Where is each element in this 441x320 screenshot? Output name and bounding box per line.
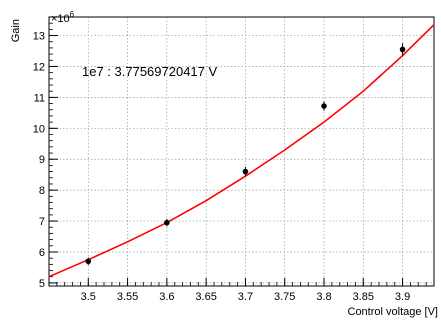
- y-tick-label: 7: [39, 216, 45, 228]
- fit-annotation: 1e7 : 3.77569720417 V: [82, 64, 218, 79]
- data-point: [399, 46, 406, 53]
- grid: [49, 17, 434, 286]
- y-tick-label: 9: [39, 154, 45, 166]
- y-tick-label: 11: [34, 92, 45, 104]
- y-multiplier-exponent: 6: [70, 10, 75, 19]
- axis-ticks: [48, 16, 435, 286]
- y-tick-label: 12: [33, 61, 45, 73]
- data-point: [242, 168, 249, 175]
- y-tick-label: 5: [39, 278, 45, 290]
- y-axis-multiplier: ×106: [51, 10, 75, 25]
- data-point: [85, 258, 92, 265]
- x-tick-label: 3.6: [159, 291, 174, 303]
- x-tick-label: 3.7: [238, 291, 253, 303]
- x-tick-label: 3.75: [274, 291, 295, 303]
- y-tick-label: 10: [33, 123, 45, 135]
- y-tick-label: 6: [39, 247, 45, 259]
- x-tick-label: 3.85: [353, 291, 374, 303]
- x-tick-label: 3.9: [395, 291, 410, 303]
- x-tick-label: 3.65: [195, 291, 216, 303]
- x-tick-label: 3.55: [117, 291, 138, 303]
- x-axis-label: Control voltage [V]: [348, 306, 439, 318]
- data-point: [164, 219, 170, 226]
- y-tick-label: 13: [33, 31, 45, 43]
- x-tick-label: 3.8: [316, 291, 331, 303]
- y-multiplier-base: ×10: [51, 13, 70, 25]
- y-tick-label: 8: [39, 185, 45, 197]
- y-axis-label: Gain: [10, 19, 22, 42]
- data-points: [85, 43, 406, 265]
- tick-labels: 3.5 3.55 3.6 3.65 3.7 3.75 3.8 3.85 3.9 5 6 7 8 9 10 11…: [33, 31, 410, 303]
- fit-curve: [48, 24, 435, 278]
- data-point: [321, 103, 327, 109]
- x-tick-label: 3.5: [81, 291, 96, 303]
- plot-frame: [48, 16, 435, 287]
